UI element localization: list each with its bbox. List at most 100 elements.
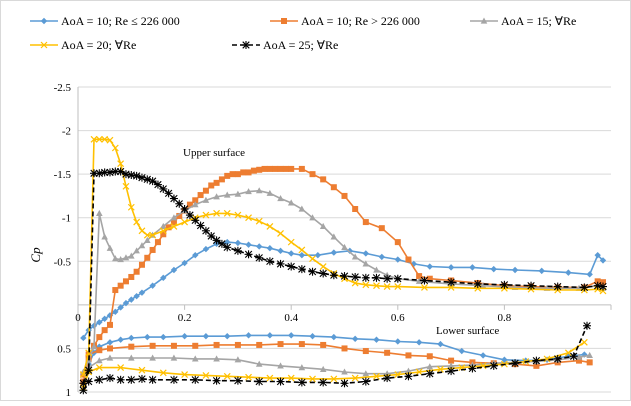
data-point (106, 321, 113, 328)
data-point (180, 205, 189, 213)
data-point (149, 354, 156, 361)
data-point (256, 243, 263, 250)
data-point (159, 227, 167, 235)
data-point (95, 135, 103, 143)
data-point (149, 246, 156, 253)
data-point (144, 254, 151, 261)
legend-item: AoA = 15; ∀Re (470, 14, 576, 28)
data-point (527, 281, 536, 290)
data-point (298, 165, 305, 172)
marker-stroke (351, 279, 359, 287)
data-point (79, 386, 88, 395)
data-point (169, 194, 178, 203)
data-point (447, 264, 455, 271)
data-point (287, 199, 295, 206)
data-point (176, 212, 183, 219)
marker-stroke (330, 375, 338, 383)
data-point (117, 304, 124, 311)
data-point (320, 176, 327, 183)
data-point (277, 341, 284, 348)
data-point (181, 259, 188, 267)
data-point (319, 365, 327, 372)
data-point (224, 172, 231, 179)
data-point (362, 250, 370, 257)
data-point (181, 218, 189, 226)
data-point (308, 267, 317, 276)
data-point (298, 246, 306, 254)
marker-stroke (181, 218, 189, 226)
marker-stroke (79, 371, 87, 378)
data-point (148, 177, 157, 186)
data-point (153, 180, 162, 189)
marker-stroke (106, 136, 114, 144)
data-point (122, 278, 129, 285)
marker-stroke (223, 372, 231, 380)
data-point (319, 269, 328, 278)
data-point (207, 232, 216, 241)
data-point (255, 377, 264, 386)
data-point (511, 359, 520, 368)
data-point (170, 223, 178, 230)
data-point (500, 280, 509, 289)
y-tick-label: -1.5 (54, 169, 72, 181)
marker-stroke (351, 374, 359, 382)
data-point (170, 342, 177, 349)
data-point (281, 18, 287, 24)
marker-stroke (117, 160, 125, 168)
data-point (96, 347, 103, 354)
data-point (383, 274, 392, 283)
data-point (489, 361, 498, 370)
data-point (217, 239, 226, 248)
data-point (501, 356, 508, 363)
data-point (202, 372, 210, 379)
data-point (169, 375, 178, 384)
data-point (233, 246, 242, 255)
series-1 (80, 238, 607, 387)
data-point (96, 209, 103, 216)
data-point (288, 332, 295, 339)
data-point (599, 257, 607, 264)
data-point (330, 249, 338, 256)
data-point (298, 251, 306, 259)
data-point (415, 277, 423, 284)
marker-stroke (564, 349, 572, 357)
data-point (346, 247, 354, 255)
data-point (538, 267, 545, 275)
data-point (319, 263, 327, 270)
data-point (319, 378, 328, 387)
marker-stroke (111, 144, 119, 152)
data-point (580, 283, 589, 292)
data-point (181, 371, 189, 378)
x-tick-label: 0.8 (498, 312, 512, 324)
legend-label: AoA = 25; ∀Re (263, 38, 338, 52)
data-point (553, 354, 562, 363)
marker-stroke (394, 371, 402, 378)
data-point (192, 342, 199, 349)
marker-stroke (298, 246, 306, 254)
data-point (234, 239, 242, 247)
data-point (40, 41, 48, 49)
data-point (372, 273, 381, 282)
data-point (415, 368, 423, 376)
data-point (170, 266, 178, 274)
data-point (373, 336, 380, 343)
data-point (586, 271, 593, 278)
data-point (330, 333, 338, 341)
data-point (128, 354, 135, 361)
data-point (223, 191, 231, 198)
data-point (373, 282, 380, 290)
data-point (159, 369, 167, 377)
data-point (244, 250, 253, 259)
data-point (255, 253, 264, 262)
data-point (373, 372, 380, 380)
data-point (480, 17, 488, 24)
marker-stroke (95, 364, 103, 372)
data-point (213, 193, 220, 200)
data-point (106, 354, 114, 361)
data-point (234, 190, 242, 197)
data-point (415, 339, 423, 346)
data-point (277, 247, 284, 255)
data-point (85, 349, 93, 357)
data-point (212, 376, 221, 385)
